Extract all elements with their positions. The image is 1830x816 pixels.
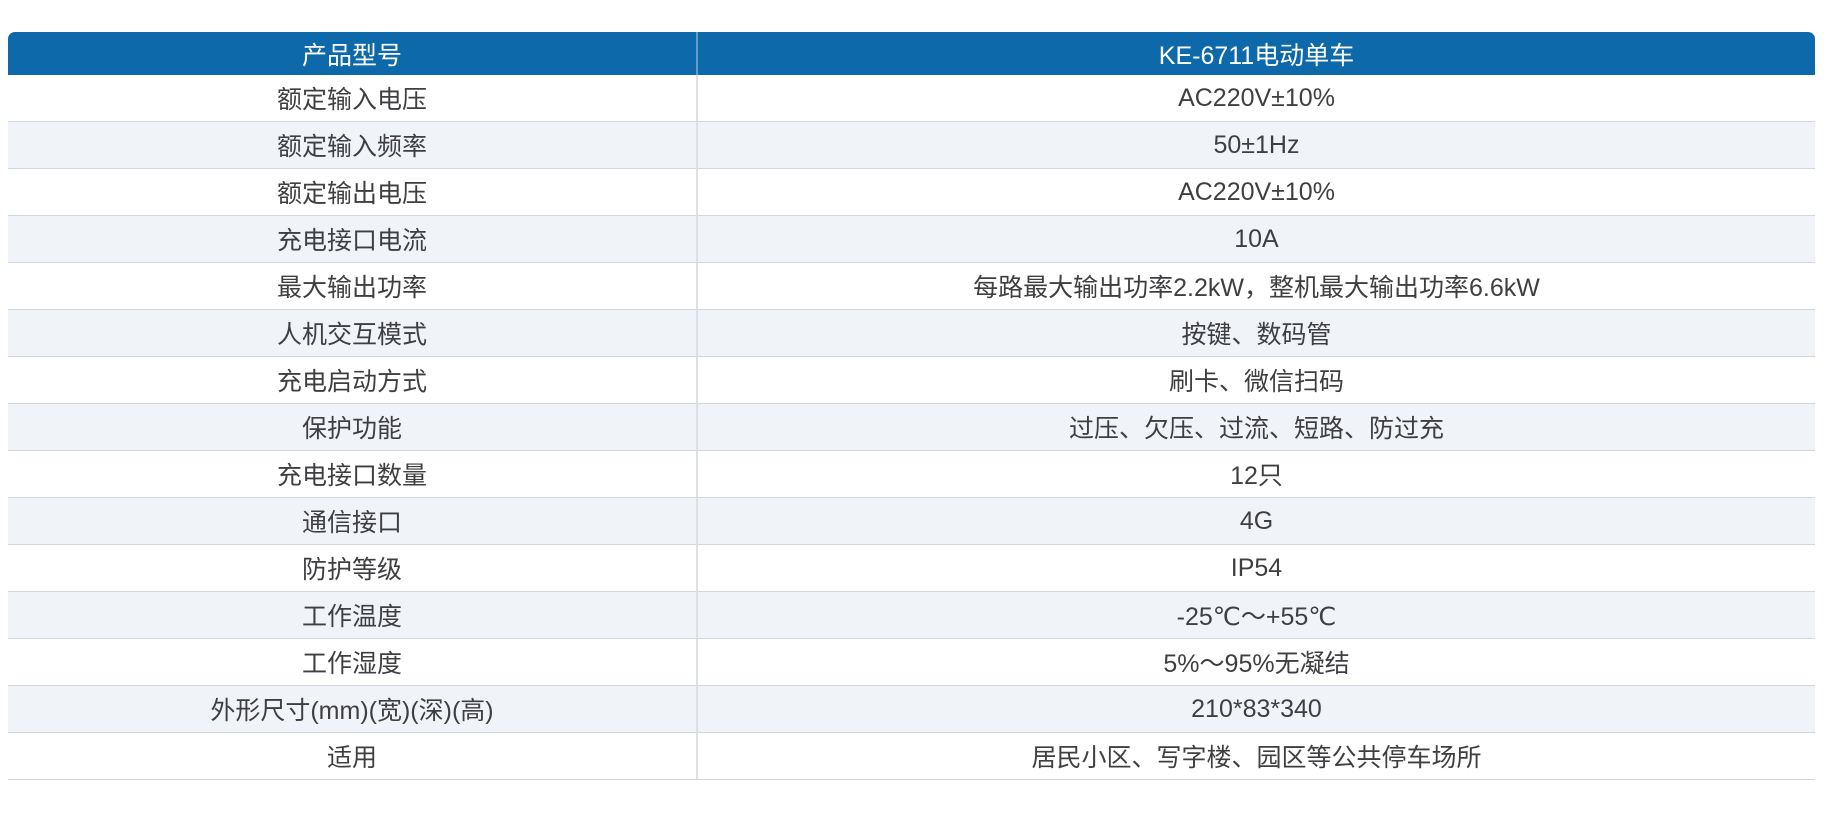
header-cell-model-label: 产品型号 xyxy=(8,32,698,75)
spec-label-cell: 保护功能 xyxy=(8,404,698,451)
spec-label-cell: 适用 xyxy=(8,733,698,780)
table-row: 工作湿度 5%～95%无凝结 xyxy=(8,639,1815,686)
spec-value-cell: AC220V±10% xyxy=(698,75,1815,122)
table-row: 适用 居民小区、写字楼、园区等公共停车场所 xyxy=(8,733,1815,780)
spec-label-cell: 防护等级 xyxy=(8,545,698,592)
spec-value-cell: 每路最大输出功率2.2kW，整机最大输出功率6.6kW xyxy=(698,263,1815,310)
table-row: 充电启动方式 刷卡、微信扫码 xyxy=(8,357,1815,404)
spec-value-cell: 12只 xyxy=(698,451,1815,498)
spec-value-cell: AC220V±10% xyxy=(698,169,1815,216)
spec-label-cell: 额定输入电压 xyxy=(8,75,698,122)
header-cell-model-value: KE-6711电动单车 xyxy=(698,32,1815,75)
spec-table-header: 产品型号 KE-6711电动单车 xyxy=(8,32,1815,75)
spec-value-cell: 刷卡、微信扫码 xyxy=(698,357,1815,404)
spec-label-cell: 工作温度 xyxy=(8,592,698,639)
table-row: 外形尺寸(mm)(宽)(深)(高) 210*83*340 xyxy=(8,686,1815,733)
spec-label-cell: 额定输出电压 xyxy=(8,169,698,216)
spec-label-cell: 额定输入频率 xyxy=(8,122,698,169)
spec-value-cell: 居民小区、写字楼、园区等公共停车场所 xyxy=(698,733,1815,780)
spec-value-cell: 按键、数码管 xyxy=(698,310,1815,357)
table-row: 额定输出电压 AC220V±10% xyxy=(8,169,1815,216)
table-row: 人机交互模式 按键、数码管 xyxy=(8,310,1815,357)
spec-value-cell: 210*83*340 xyxy=(698,686,1815,733)
spec-value-cell: 50±1Hz xyxy=(698,122,1815,169)
spec-label-cell: 工作湿度 xyxy=(8,639,698,686)
table-row: 充电接口数量 12只 xyxy=(8,451,1815,498)
spec-value-cell: 10A xyxy=(698,216,1815,263)
product-spec-table: 产品型号 KE-6711电动单车 额定输入电压 AC220V±10% 额定输入频… xyxy=(8,32,1815,780)
spec-value-cell: 5%～95%无凝结 xyxy=(698,639,1815,686)
spec-label-cell: 通信接口 xyxy=(8,498,698,545)
spec-label-cell: 充电启动方式 xyxy=(8,357,698,404)
spec-value-cell: IP54 xyxy=(698,545,1815,592)
table-row: 保护功能 过压、欠压、过流、短路、防过充 xyxy=(8,404,1815,451)
spec-label-cell: 最大输出功率 xyxy=(8,263,698,310)
table-row: 充电接口电流 10A xyxy=(8,216,1815,263)
table-row: 通信接口 4G xyxy=(8,498,1815,545)
header-row: 产品型号 KE-6711电动单车 xyxy=(8,32,1815,75)
table-row: 最大输出功率 每路最大输出功率2.2kW，整机最大输出功率6.6kW xyxy=(8,263,1815,310)
table-row: 额定输入电压 AC220V±10% xyxy=(8,75,1815,122)
table-row: 工作温度 -25℃～+55℃ xyxy=(8,592,1815,639)
spec-table-body: 额定输入电压 AC220V±10% 额定输入频率 50±1Hz 额定输出电压 A… xyxy=(8,75,1815,780)
table-row: 额定输入频率 50±1Hz xyxy=(8,122,1815,169)
table-row: 防护等级 IP54 xyxy=(8,545,1815,592)
spec-value-cell: 过压、欠压、过流、短路、防过充 xyxy=(698,404,1815,451)
spec-label-cell: 充电接口数量 xyxy=(8,451,698,498)
spec-label-cell: 充电接口电流 xyxy=(8,216,698,263)
spec-value-cell: -25℃～+55℃ xyxy=(698,592,1815,639)
spec-label-cell: 人机交互模式 xyxy=(8,310,698,357)
spec-value-cell: 4G xyxy=(698,498,1815,545)
spec-label-cell: 外形尺寸(mm)(宽)(深)(高) xyxy=(8,686,698,733)
